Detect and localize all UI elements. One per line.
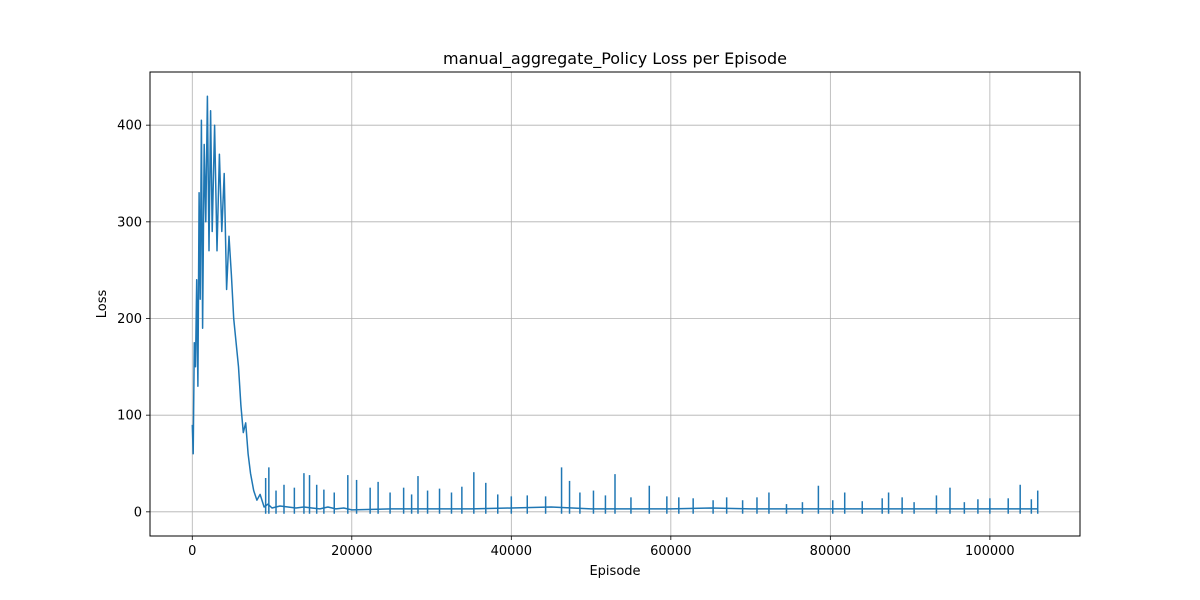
x-tick-label: 20000 xyxy=(331,544,372,559)
x-tick-label: 0 xyxy=(188,544,196,559)
x-axis-ticks: 0 20000 40000 60000 80000 100000 xyxy=(188,536,1015,559)
series-line-loss xyxy=(191,95,1038,511)
x-tick-label: 80000 xyxy=(810,544,851,559)
x-tick-label: 60000 xyxy=(650,544,691,559)
x-tick-label: 100000 xyxy=(965,544,1015,559)
noise-spikes xyxy=(264,467,1039,514)
chart-title: manual_aggregate_Policy Loss per Episode xyxy=(443,49,787,69)
y-tick-label: 0 xyxy=(134,505,142,520)
y-tick-label: 300 xyxy=(117,215,142,230)
x-axis-label: Episode xyxy=(589,564,640,579)
y-tick-label: 400 xyxy=(117,119,142,134)
x-tick-label: 40000 xyxy=(491,544,532,559)
y-axis-ticks: 0 100 200 300 400 xyxy=(117,119,150,520)
grid-lines xyxy=(150,72,1080,536)
plot-frame xyxy=(149,71,1081,537)
y-tick-label: 100 xyxy=(117,409,142,424)
y-tick-label: 200 xyxy=(117,312,142,327)
y-axis-label: Loss xyxy=(95,290,110,319)
